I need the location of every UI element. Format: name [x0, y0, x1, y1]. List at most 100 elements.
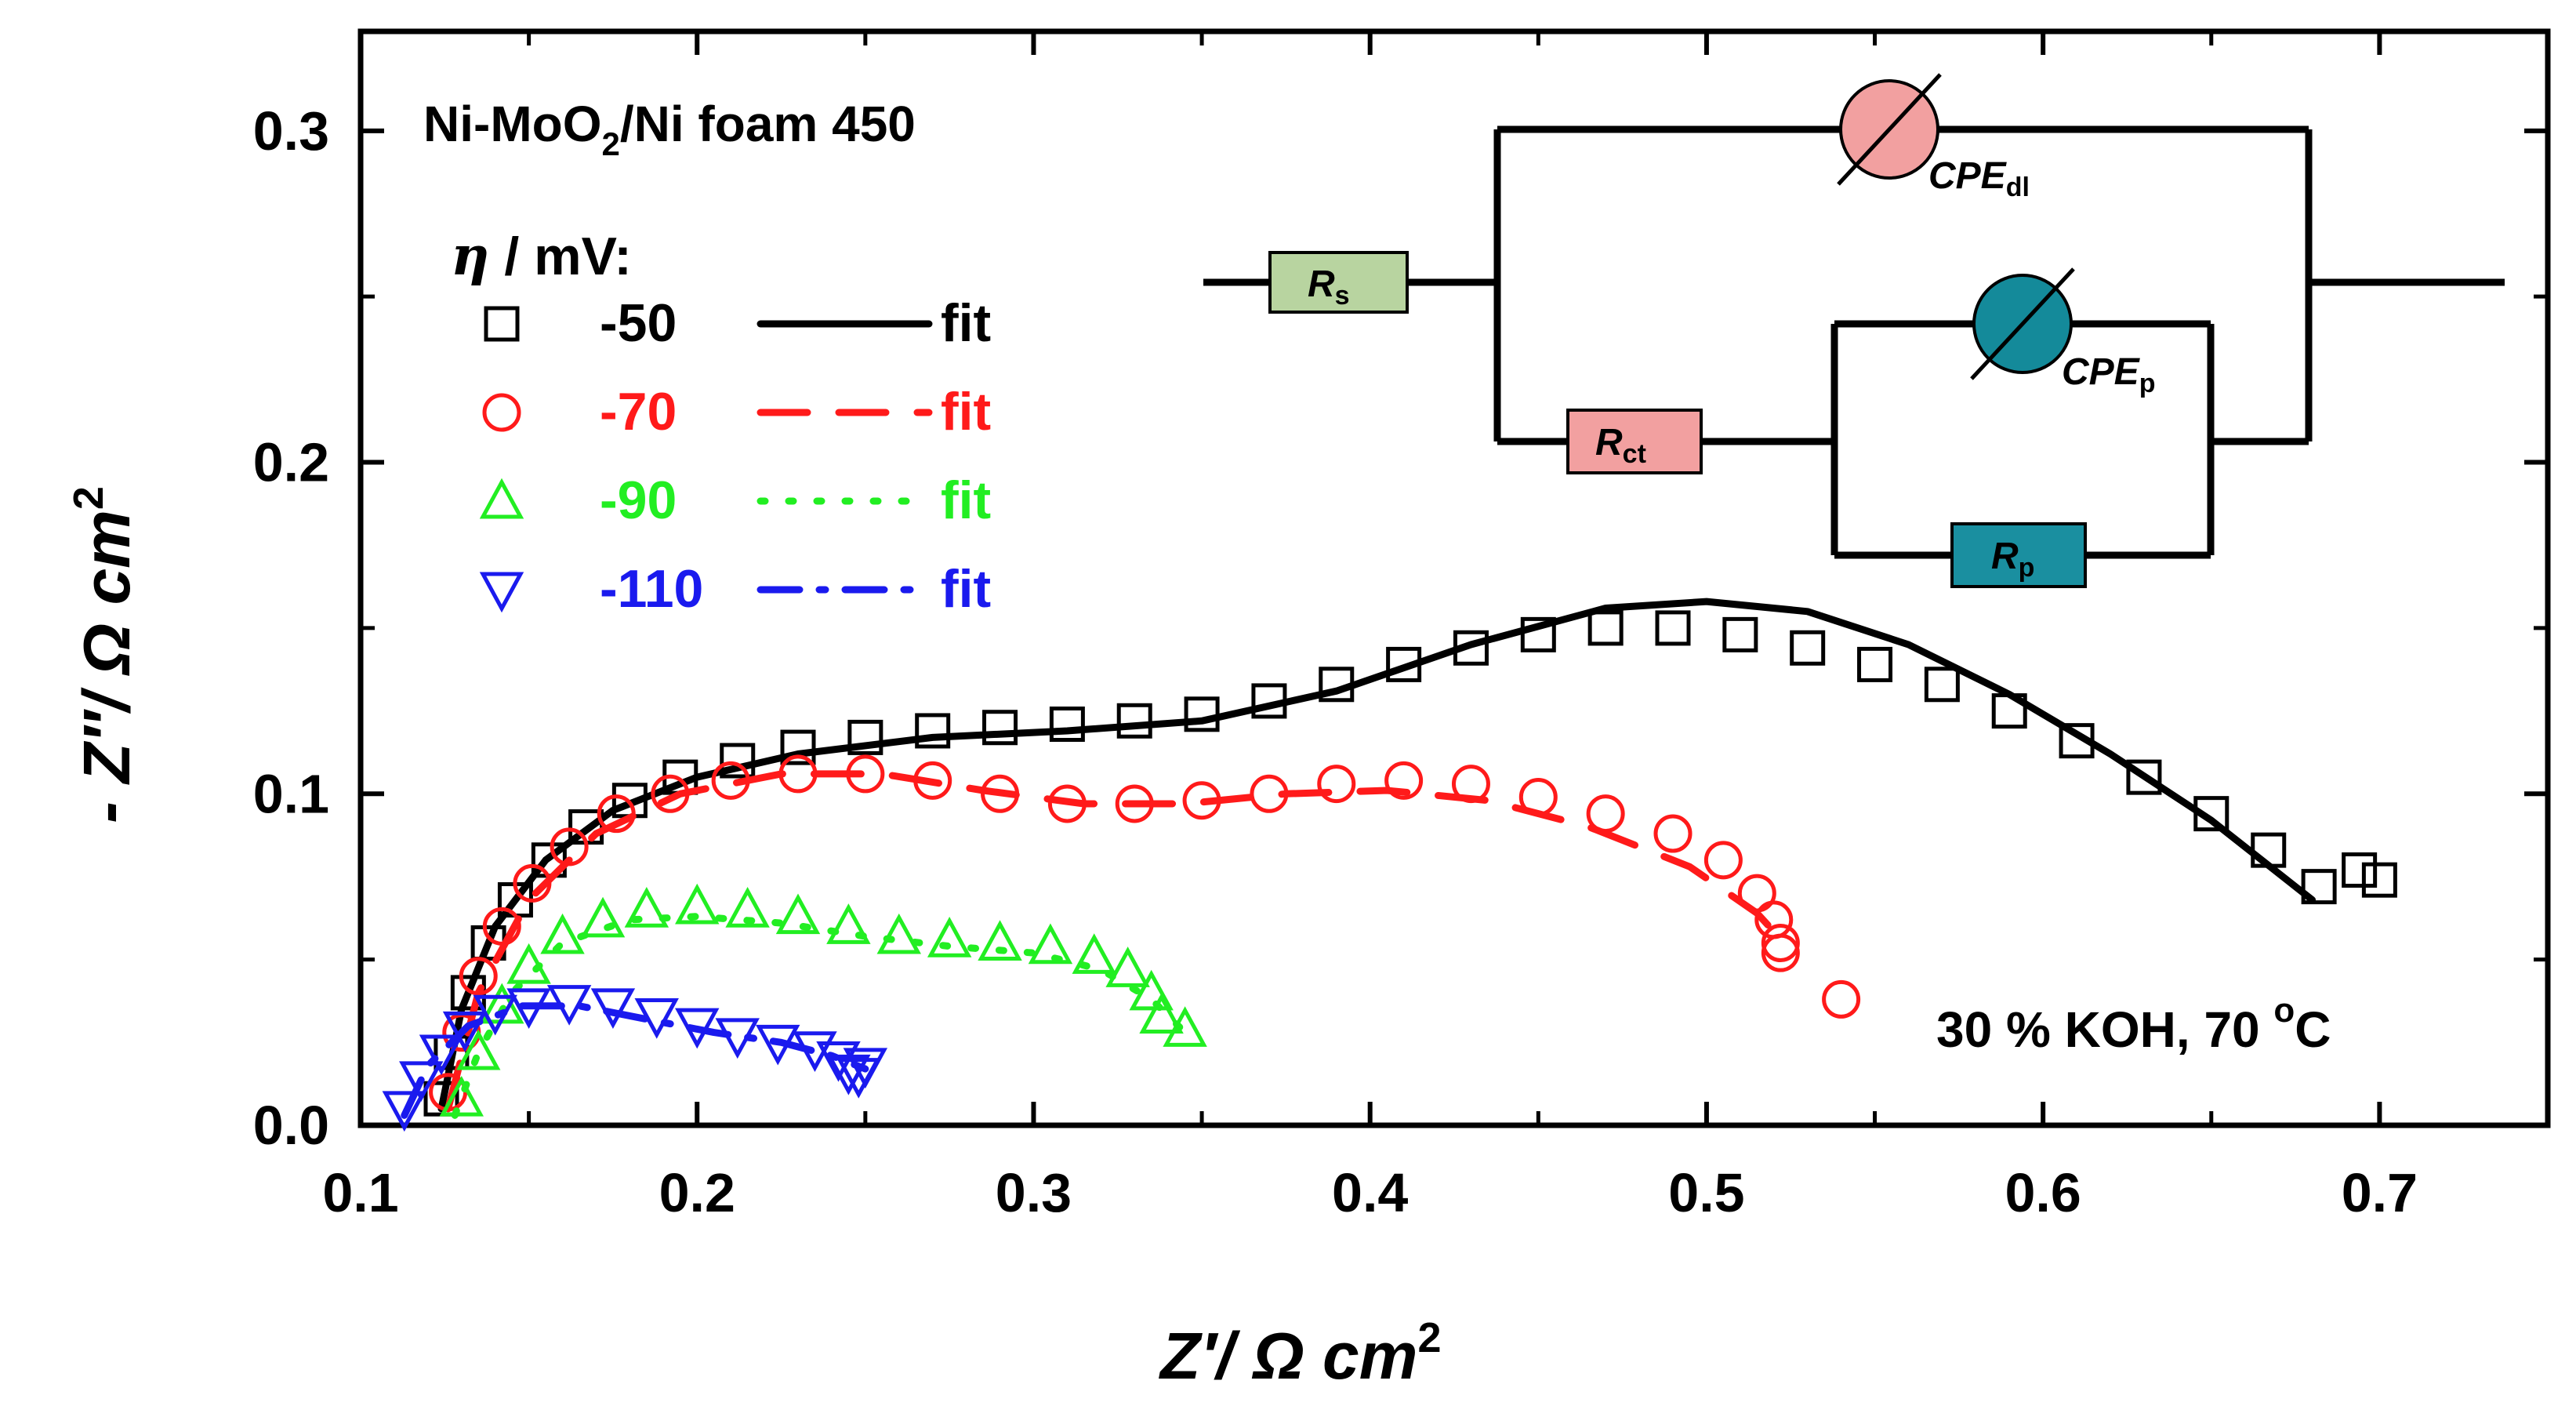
data-point — [1317, 765, 1356, 804]
plot-frame — [357, 28, 2551, 1128]
data-point — [419, 1034, 464, 1076]
data-point — [826, 903, 871, 944]
data-point — [720, 743, 756, 779]
conditions-label-sup: o — [2273, 991, 2295, 1030]
data-point — [2126, 759, 2162, 795]
x-tick-label: 0.1 — [322, 1162, 398, 1223]
x-tick-label: 0.4 — [1332, 1162, 1408, 1223]
data-point — [1655, 610, 1691, 646]
data-point — [1384, 761, 1424, 800]
data-point — [1790, 630, 1826, 666]
data-point — [1116, 703, 1152, 739]
cpe-dl-label: CPEdl — [1928, 155, 2030, 202]
data-point — [847, 719, 883, 755]
resistor-rct — [1566, 409, 1703, 474]
circuit-labels: Rs Rct Rp CPEdl CPEp — [1308, 155, 2155, 583]
rs-label-sub: s — [1335, 281, 1350, 311]
legend-label: -90 — [600, 471, 677, 530]
fit-line--50 — [437, 598, 2316, 1113]
x-axis-title-sup: 2 — [1417, 1314, 1441, 1361]
data-point — [590, 988, 636, 1030]
data-point — [1105, 946, 1150, 987]
y-axis-title: - Z″/ Ω cm2 — [65, 486, 143, 823]
y-tick-label: 0.3 — [253, 100, 329, 162]
legend-fit-label: fit — [941, 293, 991, 353]
sample-label: Ni-MoO2/Ni foam 450 — [423, 96, 916, 162]
legend-label: -110 — [600, 559, 703, 619]
y-tick-label: 0.1 — [253, 763, 329, 824]
data-point — [399, 1061, 444, 1103]
fit-line--110 — [401, 1002, 869, 1119]
legend-title-rest: / mV: — [489, 227, 631, 286]
legend-label: -70 — [600, 382, 677, 441]
conditions-label-unit: C — [2295, 1001, 2331, 1058]
legend-marker — [479, 478, 524, 519]
cpe-dl-label-sub: dl — [2006, 173, 2030, 202]
x-tick-label: 0.2 — [659, 1162, 735, 1223]
data-point — [439, 1075, 484, 1117]
data-point — [1722, 616, 1758, 652]
data-point — [1587, 610, 1624, 646]
data-point — [2342, 852, 2378, 888]
series--50 — [423, 598, 2397, 1117]
x-tick-label: 0.3 — [996, 1162, 1072, 1223]
legend-fit-label: fit — [941, 382, 991, 441]
y-axis-title-sup: 2 — [65, 486, 112, 510]
data-point — [1761, 924, 1800, 962]
data-point — [442, 1011, 488, 1052]
data-point — [1520, 616, 1556, 652]
y-tick-label: 0.2 — [253, 432, 329, 493]
data-point — [927, 917, 972, 957]
fit-line--90 — [451, 913, 1189, 1119]
data-point — [456, 1029, 501, 1070]
cpe-dl-slash — [1837, 73, 1942, 186]
data-point — [915, 713, 951, 749]
axis-ticks — [358, 31, 2548, 1128]
x-axis-title: Z′/ Ω cm2 — [1159, 1314, 1442, 1393]
tick-labels: 0.1 0.2 0.3 0.4 0.5 0.6 0.70.00.10.20.3 — [253, 100, 2418, 1223]
data-point — [1072, 933, 1116, 974]
data-point — [580, 896, 626, 938]
sample-label-rest: /Ni foam 450 — [620, 96, 916, 152]
legend-label: -50 — [600, 293, 677, 353]
legend: -50 fit -70 fit -90 fit -110 fit — [479, 293, 991, 619]
data-point — [675, 883, 720, 925]
data-point — [1857, 646, 1893, 682]
data-point — [2361, 862, 2397, 898]
data-point — [624, 887, 669, 928]
x-tick-label: 0.6 — [2005, 1162, 2081, 1223]
rs-label: Rs — [1308, 263, 1350, 311]
legend-title: η / mV: — [451, 225, 632, 288]
data-series — [382, 598, 2397, 1132]
data-point — [1703, 841, 1743, 880]
data-point — [1924, 667, 1960, 703]
data-point — [1028, 923, 1073, 965]
cpe-p-label: CPEp — [2062, 351, 2155, 398]
legend-fit-label: fit — [941, 559, 991, 619]
rp-label: Rp — [1991, 536, 2034, 583]
data-point — [382, 1091, 427, 1132]
conditions-label: 30 % KOH, 70 oC — [1936, 991, 2331, 1058]
data-point — [1653, 814, 1693, 853]
data-point — [775, 893, 821, 935]
series--110 — [382, 985, 888, 1132]
legend-marker — [484, 306, 520, 342]
data-point — [2301, 869, 2337, 905]
resistor-rs — [1268, 251, 1409, 314]
equivalent-circuit — [1203, 73, 2505, 588]
series--70 — [429, 754, 1861, 1113]
legend-fit-label: fit — [941, 471, 991, 530]
x-tick-label: 0.5 — [1668, 1162, 1744, 1223]
rp-label-sub: p — [2019, 553, 2035, 583]
x-tick-label: 0.7 — [2342, 1162, 2418, 1223]
fit-line--70 — [444, 770, 1791, 1113]
data-point — [1129, 969, 1174, 1011]
sample-label-sub: 2 — [602, 125, 620, 162]
cpe-p-label-sub: p — [2139, 369, 2156, 398]
rct-label-sub: ct — [1623, 439, 1646, 469]
rct-label: Rct — [1595, 422, 1646, 469]
y-tick-label: 0.0 — [253, 1095, 329, 1156]
data-point — [876, 913, 921, 954]
legend-marker — [479, 572, 524, 613]
